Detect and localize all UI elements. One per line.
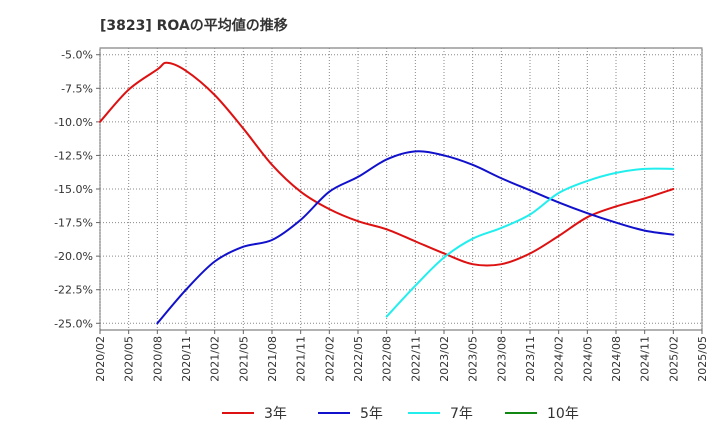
- x-tick-label: 2021/08: [266, 336, 279, 382]
- x-tick-label: 2023/02: [438, 336, 451, 382]
- y-tick-label: -22.5%: [54, 284, 93, 297]
- x-tick-label: 2022/02: [323, 336, 336, 382]
- legend-label-3: 7年: [450, 406, 473, 422]
- gridlines: [99, 48, 703, 330]
- x-tick-label: 2024/05: [581, 336, 594, 382]
- x-tick-label: 2020/08: [151, 336, 164, 382]
- series-lines: [99, 61, 675, 325]
- legend-label-1: 3年: [264, 406, 287, 422]
- y-tick-label: -5.0%: [61, 49, 93, 62]
- y-tick-label: -10.0%: [54, 116, 93, 129]
- x-tick-label: 2023/05: [467, 336, 480, 382]
- y-tick-label: -17.5%: [54, 217, 93, 230]
- series-line-2: [156, 150, 675, 325]
- x-tick-label: 2021/11: [295, 336, 308, 382]
- x-tick-label: 2025/05: [696, 336, 709, 382]
- x-tick-label: 2024/08: [610, 336, 623, 382]
- x-tick-label: 2025/02: [667, 336, 680, 382]
- y-tick-label: -20.0%: [54, 250, 93, 263]
- y-tick-label: -15.0%: [54, 183, 93, 196]
- x-tick-label: 2024/11: [639, 336, 652, 382]
- legend-label-2: 5年: [360, 406, 383, 422]
- x-tick-label: 2020/05: [123, 336, 136, 382]
- x-tick-label: 2022/11: [409, 336, 422, 382]
- x-tick-label: 2023/08: [495, 336, 508, 382]
- y-tick-label: -12.5%: [54, 149, 93, 162]
- x-tick-label: 2024/02: [553, 336, 566, 382]
- legend: 3年 5年 7年 10年: [222, 406, 579, 422]
- x-tick-label: 2021/05: [237, 336, 250, 382]
- y-tick-label: -25.0%: [54, 317, 93, 330]
- x-tick-label: 2022/05: [352, 336, 365, 382]
- x-tick-label: 2023/11: [524, 336, 537, 382]
- x-tick-label: 2021/02: [209, 336, 222, 382]
- x-tick-label: 2022/08: [381, 336, 394, 382]
- chart-title: [3823] ROAの平均値の推移: [100, 17, 288, 34]
- series-line-3: [385, 167, 675, 318]
- x-tick-label: 2020/02: [94, 336, 107, 382]
- x-tick-label: 2020/11: [180, 336, 193, 382]
- y-tick-label: -7.5%: [61, 82, 93, 95]
- series-line-1: [99, 61, 675, 267]
- x-axis: 2020/02 2020/05 2020/08 2020/11 2021/02 2021/…: [94, 330, 709, 382]
- y-axis: -5.0% -7.5% -10.0% -12.5% -15.0% -17.5% -20.0%…: [54, 49, 100, 330]
- legend-label-4: 10年: [547, 406, 579, 422]
